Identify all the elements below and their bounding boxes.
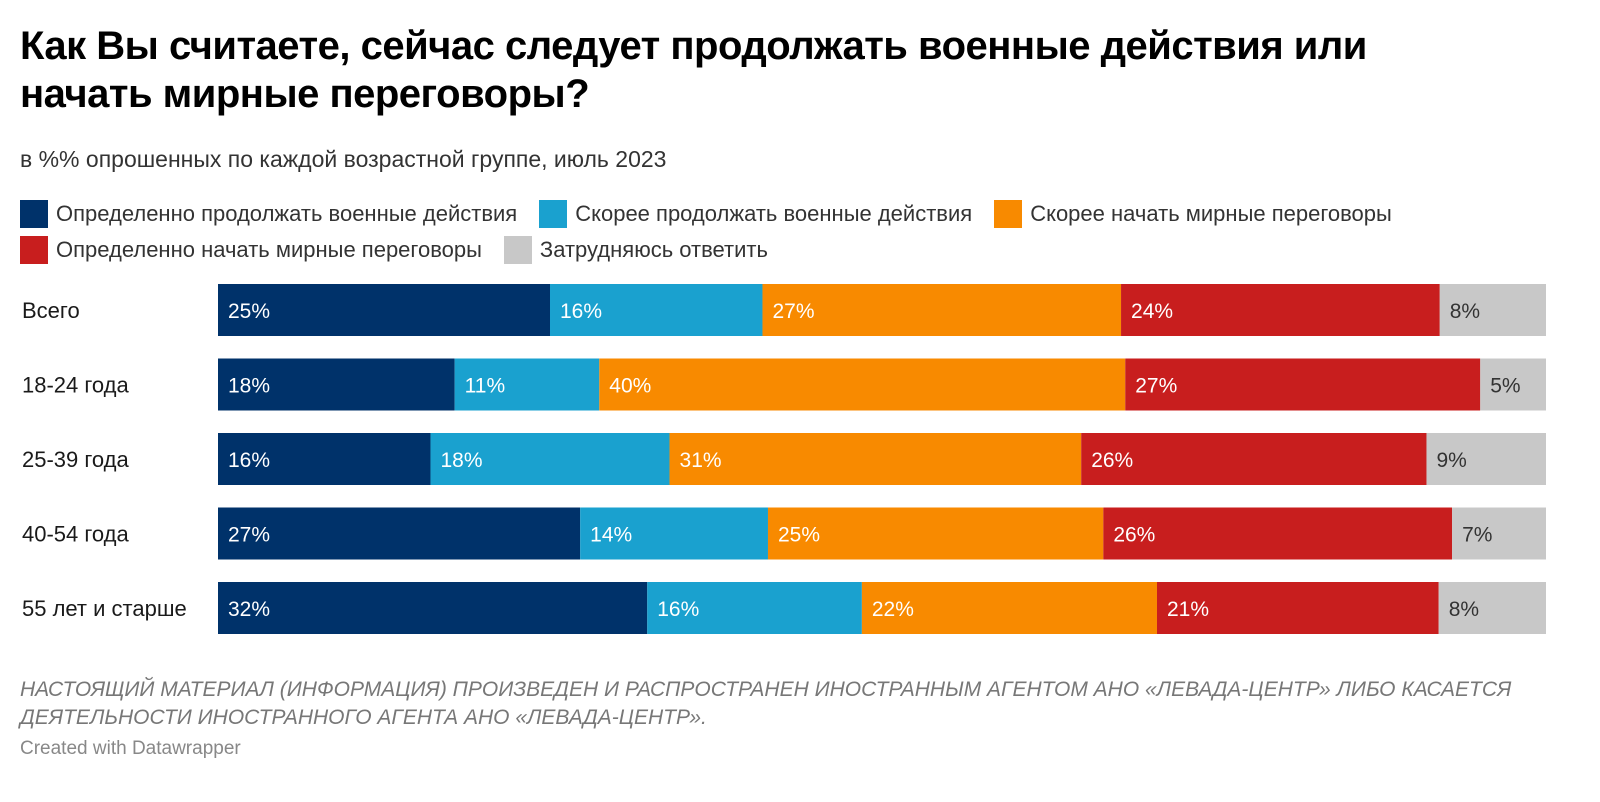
legend-swatch [503,236,532,264]
chart-title: Как Вы считаете, сейчас следует продолжа… [20,24,1367,116]
bar-segment [1081,433,1427,485]
legend: Определенно продолжать военные действия … [20,196,1560,268]
data-label: 14% [590,524,632,547]
chart-subtitle: в %% опрошенных по каждой возрастной гру… [20,146,667,172]
bar-segment [430,433,670,485]
data-label: 27% [1135,375,1177,398]
category-label: 18-24 года [22,373,130,398]
data-label: 7% [1462,524,1492,547]
data-label: 25% [228,300,270,323]
legend-item-definitely-continue: Определенно продолжать военные действия [20,200,517,228]
bar-segment [1452,507,1546,560]
data-label: 25% [778,524,820,547]
data-label: 9% [1436,449,1466,472]
legend-swatch [20,200,48,228]
bar-segment [1480,358,1546,411]
data-label: 26% [1091,449,1133,472]
legend-label: Скорее начать мирные переговоры [1030,201,1392,226]
legend-swatch [539,200,568,228]
legend-row-1: Определенно продолжать военные действия … [20,196,1560,232]
bar-segment [218,582,648,634]
bar-segment [218,507,581,560]
bar-segment [1156,582,1439,634]
bar-segment [1426,433,1546,485]
legend-label: Скорее продолжать военные действия [575,201,973,226]
data-label: 27% [772,300,814,323]
bar-segment [550,284,763,336]
data-label: 22% [872,598,914,621]
data-label: 24% [1131,300,1173,323]
data-label: 18% [228,375,270,398]
bar-segment [1121,284,1440,336]
data-label: 21% [1167,598,1209,621]
data-label: 11% [465,375,505,398]
legend-item-rather-negotiate: Скорее начать мирные переговоры [994,200,1392,228]
legend-label: Определенно продолжать военные действия [56,201,518,226]
bar-segment [647,582,862,634]
legend-item-hard-to-say: Затрудняюсь ответить [503,236,768,264]
bar-segment [218,284,550,336]
bar-segment [218,433,431,485]
data-label: 8% [1449,598,1479,621]
datawrapper-credit: Created with Datawrapper [20,738,241,759]
data-label: 8% [1450,300,1480,323]
legend-row-2: Определенно начать мирные переговоры Зат… [20,232,1560,268]
legend-swatch [20,236,48,264]
category-label: 40-54 года [22,522,130,547]
data-label: 16% [560,300,602,323]
bar-segment [767,507,1104,560]
data-label: 27% [228,524,270,547]
data-label: 40% [609,375,651,398]
legend-label: Определенно начать мирные переговоры [56,237,482,262]
data-label: 18% [440,449,482,472]
legend-item-definitely-negotiate: Определенно начать мирные переговоры [20,236,482,264]
data-label: 16% [228,449,270,472]
category-label: 25-39 года [22,447,130,472]
category-label: Всего [22,298,80,323]
bar-segment [1125,358,1481,411]
category-label: 55 лет и старше [22,596,187,621]
foreign-agent-note: НАСТОЯЩИЙ МАТЕРИАЛ (ИНФОРМАЦИЯ) ПРОИЗВЕД… [20,678,1512,729]
bar-segment [861,582,1157,634]
bar-segment [1438,582,1546,634]
stacked-bar-chart: Всего 25% 16% 27% 24% 8% 18-24 года 18% 11% 40% 27… [22,284,1546,634]
bar-segment [454,358,600,411]
legend-label: Затрудняюсь ответить [539,237,768,262]
data-label: 16% [657,598,699,621]
data-label: 26% [1113,524,1155,547]
bar-segment [669,433,1082,485]
bar-segment [1439,284,1546,336]
legend-item-rather-continue: Скорее продолжать военные действия [539,200,972,228]
bar-segment [1103,507,1453,560]
bar-segment [580,507,768,560]
data-label: 32% [228,598,270,621]
data-label: 5% [1490,375,1520,398]
bar-segment [599,358,1126,411]
data-label: 31% [680,449,722,472]
bar-segment [762,284,1122,336]
bar-segment [218,358,455,411]
legend-swatch [994,200,1023,228]
